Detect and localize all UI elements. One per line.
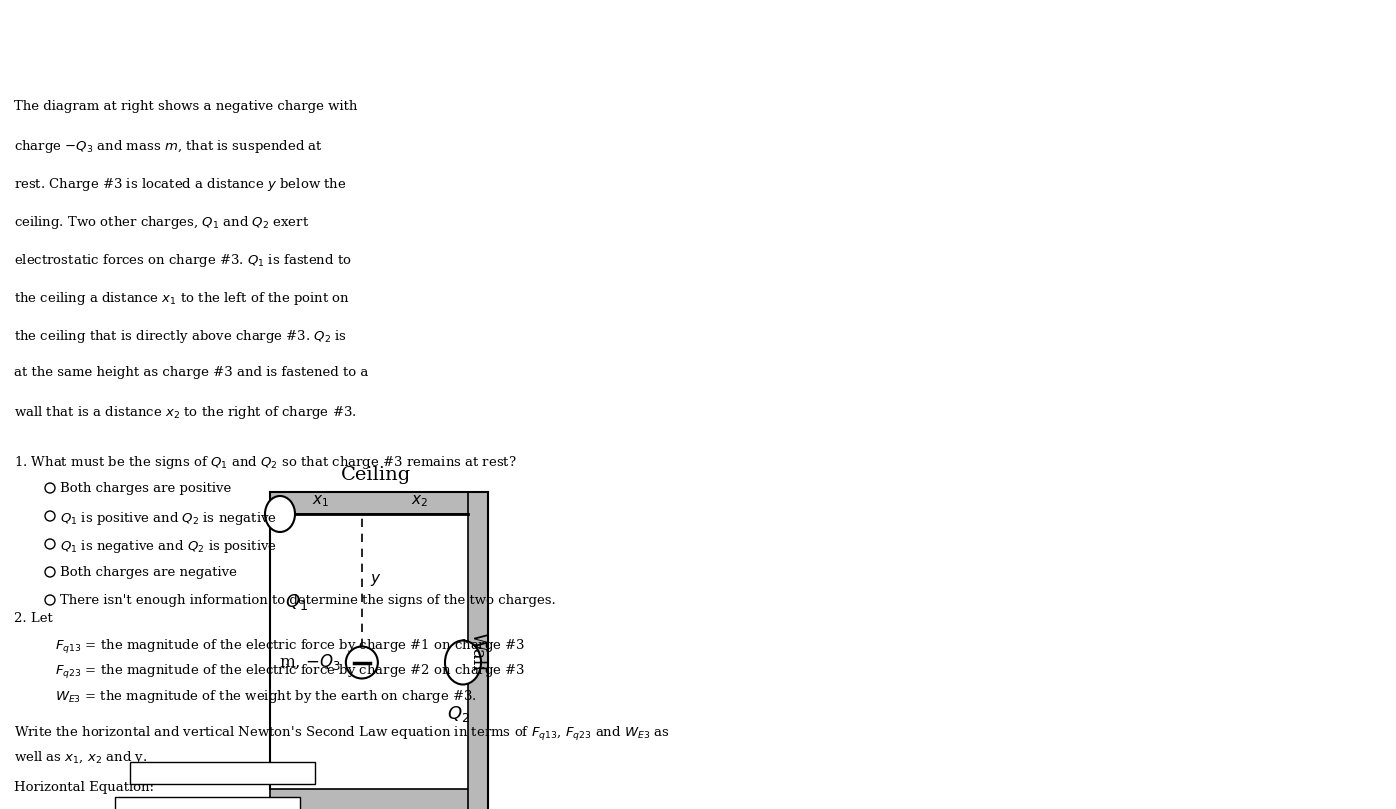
Text: $F_{q13}$ = the magnitude of the electric force by charge #1 on charge #3: $F_{q13}$ = the magnitude of the electri… [54,638,525,656]
Text: There isn't enough information to determine the signs of the two charges.: There isn't enough information to determ… [60,594,556,607]
Text: rest. Charge #3 is located a distance $y$ below the: rest. Charge #3 is located a distance $y… [14,176,346,193]
Text: the ceiling a distance $x_1$ to the left of the point on: the ceiling a distance $x_1$ to the left… [14,290,350,307]
Text: Both charges are negative: Both charges are negative [60,566,237,579]
Circle shape [45,483,54,493]
Circle shape [45,511,54,521]
Bar [269,789,489,809]
Text: $x_1$: $x_1$ [313,493,329,509]
Text: m, $-Q_3$: m, $-Q_3$ [279,653,341,672]
Text: wall that is a distance $x_2$ to the right of charge #3.: wall that is a distance $x_2$ to the rig… [14,404,356,421]
Ellipse shape [265,496,295,532]
Text: Horizontal Equation:: Horizontal Equation: [14,781,154,794]
Text: $x_2$: $x_2$ [412,493,429,509]
Ellipse shape [445,641,482,684]
Text: Ceiling: Ceiling [342,466,412,484]
Bar [468,492,489,809]
Text: $Q_1$ is negative and $Q_2$ is positive: $Q_1$ is negative and $Q_2$ is positive [60,538,276,555]
Text: ceiling. Two other charges, $Q_1$ and $Q_2$ exert: ceiling. Two other charges, $Q_1$ and $Q… [14,214,310,231]
Text: the ceiling that is directly above charge #3. $Q_2$ is: the ceiling that is directly above charg… [14,328,348,345]
Text: charge $-Q_3$ and mass $m$, that is suspended at: charge $-Q_3$ and mass $m$, that is susp… [14,138,322,155]
Bar [269,492,489,514]
Text: $y$: $y$ [370,572,381,588]
Text: $Q_2$: $Q_2$ [447,705,469,725]
Text: $Q_1$: $Q_1$ [285,592,309,612]
Text: electrostatic forces on charge #3. $Q_1$ is fastend to: electrostatic forces on charge #3. $Q_1$… [14,252,352,269]
Circle shape [45,567,54,577]
Bar [130,762,315,784]
Text: The diagram at right shows a negative charge with: The diagram at right shows a negative ch… [14,100,357,113]
Text: Write the horizontal and vertical Newton's Second Law equation in terms of $F_{q: Write the horizontal and vertical Newton… [14,725,670,743]
Text: $Q_1$ is positive and $Q_2$ is negative: $Q_1$ is positive and $Q_2$ is negative [60,510,276,527]
Text: at the same height as charge #3 and is fastened to a: at the same height as charge #3 and is f… [14,366,369,379]
Text: well as $x_1$, $x_2$ and y.: well as $x_1$, $x_2$ and y. [14,749,147,766]
Text: $W_{E3}$ = the magnitude of the weight by the earth on charge #3.: $W_{E3}$ = the magnitude of the weight b… [54,688,477,705]
Text: $F_{q23}$ = the magnitude of the electric force by charge #2 on charge #3: $F_{q23}$ = the magnitude of the electri… [54,663,525,681]
Text: 1. What must be the signs of $Q_1$ and $Q_2$ so that charge #3 remains at rest?: 1. What must be the signs of $Q_1$ and $… [14,454,517,471]
Bar [114,797,300,809]
Circle shape [45,595,54,605]
Text: Both charges are positive: Both charges are positive [60,482,232,495]
Text: Wall: Wall [469,632,487,671]
Circle shape [346,646,378,679]
Circle shape [45,539,54,549]
Text: 2. Let: 2. Let [14,612,53,625]
